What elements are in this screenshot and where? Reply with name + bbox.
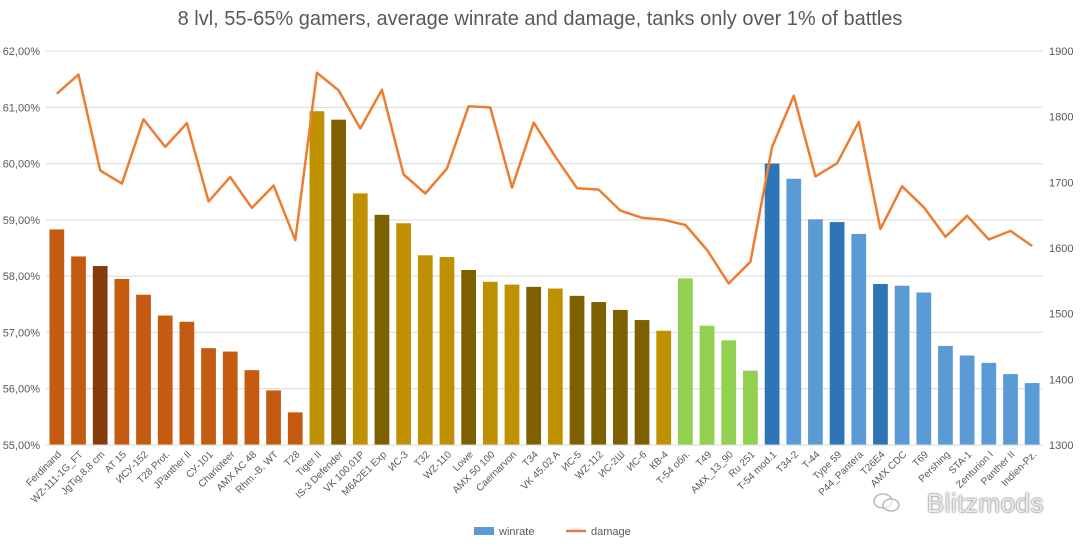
winrate-bar bbox=[678, 278, 693, 445]
winrate-bar bbox=[829, 222, 845, 445]
winrate-bar bbox=[981, 362, 997, 445]
winrate-bar bbox=[721, 340, 737, 445]
winrate-bar bbox=[266, 390, 281, 445]
winrate-bar bbox=[699, 325, 715, 445]
winrate-bar bbox=[547, 288, 563, 445]
winrate-bar bbox=[504, 284, 520, 445]
left-tick-label: 55,00% bbox=[3, 440, 41, 452]
winrate-bar bbox=[287, 412, 303, 445]
right-tick-label: 1300 bbox=[1049, 440, 1073, 452]
winrate-bar bbox=[309, 111, 325, 446]
winrate-bar bbox=[764, 163, 780, 446]
damage-line bbox=[55, 71, 1033, 285]
winrate-bar bbox=[222, 351, 238, 445]
left-tick-label: 62,00% bbox=[3, 46, 41, 58]
chart-title: 8 lvl, 55-65% gamers, average winrate an… bbox=[177, 8, 903, 30]
winrate-bar bbox=[331, 119, 346, 445]
winrate-bar bbox=[439, 257, 455, 445]
left-axis: 55,00% 56,00% 57,00% 58,00% 59,00% 60,00% 61,0… bbox=[3, 46, 41, 452]
winrate-bar bbox=[894, 285, 910, 445]
winrate-bar bbox=[71, 256, 86, 445]
winrate-bar bbox=[201, 348, 216, 445]
damage-line-layer bbox=[55, 71, 1033, 285]
winrate-bars bbox=[49, 111, 1040, 446]
left-tick-label: 58,00% bbox=[3, 271, 41, 283]
winrate-bar bbox=[461, 269, 477, 445]
winrate-bar bbox=[916, 292, 932, 445]
winrate-bar bbox=[417, 255, 433, 445]
winrate-bar bbox=[526, 286, 542, 445]
right-tick-label: 1900 bbox=[1049, 46, 1073, 58]
winrate-bar bbox=[179, 321, 195, 445]
x-tick-label: T34-2 bbox=[775, 449, 802, 476]
legend-winrate-label: winrate bbox=[498, 526, 534, 538]
winrate-bar bbox=[136, 294, 151, 445]
right-tick-label: 1700 bbox=[1049, 177, 1073, 189]
left-tick-label: 56,00% bbox=[3, 384, 41, 396]
gridlines bbox=[46, 50, 1043, 446]
left-tick-label: 60,00% bbox=[3, 159, 41, 171]
winrate-bar bbox=[938, 345, 953, 445]
right-tick-label: 1500 bbox=[1049, 309, 1073, 321]
left-tick-label: 57,00% bbox=[3, 327, 41, 339]
legend-damage-label: damage bbox=[591, 526, 631, 538]
winrate-bar bbox=[114, 278, 130, 445]
winrate-bar bbox=[959, 355, 975, 445]
right-tick-label: 1400 bbox=[1049, 374, 1073, 386]
winrate-bar bbox=[482, 281, 498, 445]
legend: winrate damage bbox=[474, 526, 631, 538]
legend-winrate-swatch bbox=[474, 527, 494, 535]
left-tick-label: 59,00% bbox=[3, 215, 41, 227]
winrate-bar bbox=[743, 370, 758, 445]
wechat-logo-icon bbox=[873, 493, 900, 512]
winrate-bar bbox=[374, 214, 390, 445]
winrate-bar bbox=[851, 233, 867, 445]
winrate-bar bbox=[1024, 383, 1040, 445]
winrate-bar bbox=[612, 309, 628, 445]
right-tick-label: 1800 bbox=[1049, 112, 1073, 124]
winrate-bar bbox=[873, 284, 888, 445]
winrate-bar bbox=[634, 320, 650, 445]
winrate-bar bbox=[352, 193, 368, 445]
left-tick-label: 61,00% bbox=[3, 102, 41, 114]
winrate-bar bbox=[786, 178, 802, 446]
winrate-bar bbox=[569, 295, 585, 445]
winrate-bar bbox=[656, 330, 672, 445]
right-tick-label: 1600 bbox=[1049, 243, 1073, 255]
winrate-bar bbox=[49, 229, 65, 445]
winrate-bar bbox=[396, 223, 411, 445]
x-tick-label: ИС-6 bbox=[625, 449, 650, 474]
winrate-bar bbox=[244, 370, 260, 445]
winrate-bar bbox=[808, 219, 823, 445]
winrate-bar bbox=[591, 302, 607, 445]
winrate-bar bbox=[157, 315, 173, 445]
watermark: Blitzmods bbox=[926, 488, 1044, 518]
winrate-bar bbox=[1003, 374, 1018, 445]
winrate-bar bbox=[92, 266, 108, 445]
x-tick-label: ИС-3 bbox=[386, 449, 411, 474]
right-axis: 1300 1400 1500 1600 1700 1800 1900 bbox=[1049, 46, 1073, 452]
